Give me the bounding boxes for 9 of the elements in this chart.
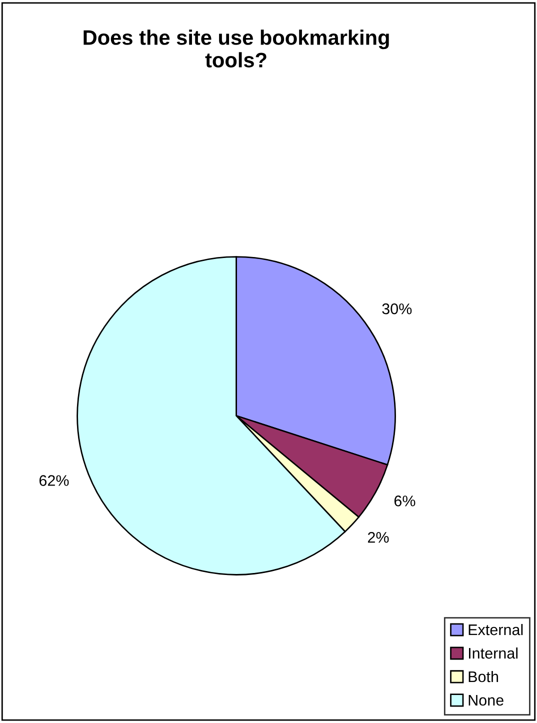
legend-label: Internal (468, 647, 518, 659)
legend-label: None (468, 695, 504, 706)
legend-label: Both (468, 670, 498, 682)
legend-label: External (468, 624, 523, 636)
chart-title: Does the site use bookmarking tools? (84, 30, 389, 68)
data-label: 62% (39, 475, 69, 486)
data-label: 30% (382, 303, 412, 314)
data-label: 2% (368, 532, 389, 543)
data-label: 6% (394, 496, 416, 506)
